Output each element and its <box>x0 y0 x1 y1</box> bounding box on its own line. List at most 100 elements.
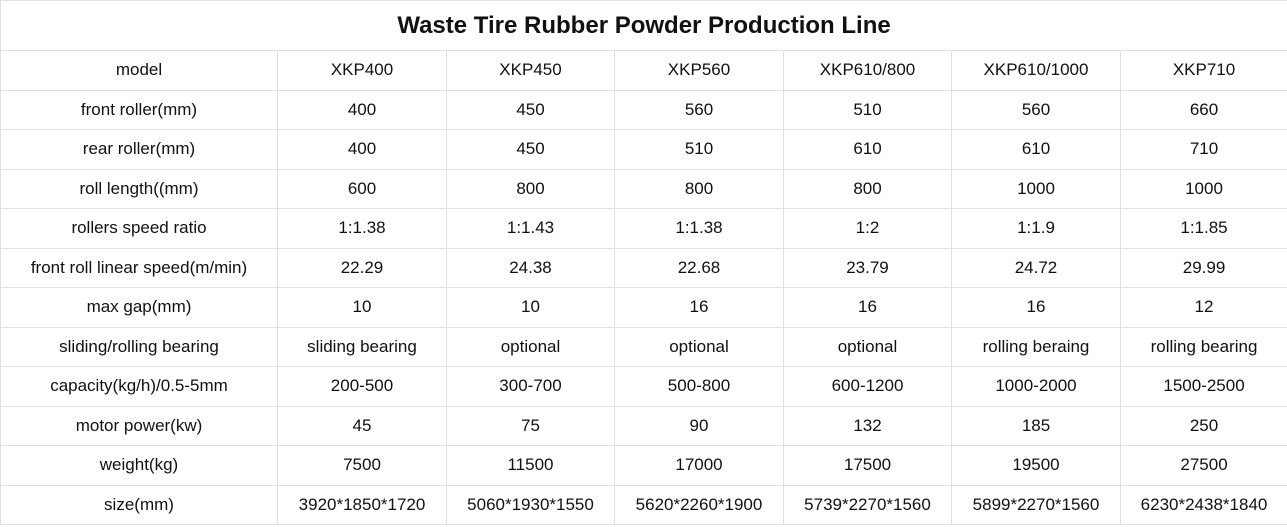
row-label: sliding/rolling bearing <box>0 326 278 367</box>
table-cell: 10 <box>277 287 447 328</box>
table-cell: 5060*1930*1550 <box>446 484 615 525</box>
table-cell: XKP610/800 <box>783 50 952 91</box>
table-cell: XKP400 <box>277 50 447 91</box>
table-cell: 10 <box>446 287 615 328</box>
table-cell: XKP610/1000 <box>951 50 1121 91</box>
row-label: capacity(kg/h)/0.5-5mm <box>0 366 278 407</box>
table-cell: 27500 <box>1119 445 1287 486</box>
table-cell: 11500 <box>446 445 615 486</box>
table-cell: 132 <box>783 405 952 446</box>
table-row: capacity(kg/h)/0.5-5mm 200-500 300-700 500-… <box>0 366 1287 407</box>
table-cell: sliding bearing <box>277 326 447 367</box>
row-label: weight(kg) <box>0 445 278 486</box>
table-cell: 24.38 <box>446 247 615 288</box>
table-row: motor power(kw) 45 75 90 132 185 250 <box>0 405 1287 446</box>
table-cell: 6230*2438*1840 <box>1119 484 1287 525</box>
table-cell: 5739*2270*1560 <box>783 484 952 525</box>
table-row: size(mm) 3920*1850*1720 5060*1930*1550 5620… <box>0 484 1287 525</box>
table-cell: 75 <box>446 405 615 446</box>
table-row: roll length((mm) 600 800 800 800 1000 1000 <box>0 168 1287 209</box>
table-cell: 250 <box>1119 405 1287 446</box>
table-title: Waste Tire Rubber Powder Production Line <box>0 0 1287 51</box>
table-cell: 16 <box>951 287 1121 328</box>
table-cell: 19500 <box>951 445 1121 486</box>
table-row: weight(kg) 7500 11500 17000 17500 19500 27500 <box>0 445 1287 486</box>
row-label: roll length((mm) <box>0 168 278 209</box>
table-cell: 510 <box>614 129 784 170</box>
table-cell: XKP450 <box>446 50 615 91</box>
row-label: motor power(kw) <box>0 405 278 446</box>
table-cell: 22.68 <box>614 247 784 288</box>
table-cell: 710 <box>1119 129 1287 170</box>
table-cell: optional <box>614 326 784 367</box>
table-cell: 560 <box>951 89 1121 130</box>
table-cell: rolling beraing <box>951 326 1121 367</box>
table-cell: 1500-2500 <box>1119 366 1287 407</box>
table-cell: 24.72 <box>951 247 1121 288</box>
row-label: rollers speed ratio <box>0 208 278 249</box>
table-cell: 3920*1850*1720 <box>277 484 447 525</box>
table-cell: 5899*2270*1560 <box>951 484 1121 525</box>
table-cell: 1:1.38 <box>277 208 447 249</box>
table-cell: 5620*2260*1900 <box>614 484 784 525</box>
table-cell: optional <box>446 326 615 367</box>
table-cell: XKP560 <box>614 50 784 91</box>
table-row: front roller(mm) 400 450 560 510 560 660 <box>0 89 1287 130</box>
table-cell: 200-500 <box>277 366 447 407</box>
header-row: model XKP400 XKP450 XKP560 XKP610/800 XKP610/… <box>0 50 1287 91</box>
table-cell: 1000 <box>951 168 1121 209</box>
table-cell: 45 <box>277 405 447 446</box>
table-cell: rolling bearing <box>1119 326 1287 367</box>
table-cell: 300-700 <box>446 366 615 407</box>
table-cell: 800 <box>614 168 784 209</box>
table-cell: 1:1.38 <box>614 208 784 249</box>
table-cell: 1000-2000 <box>951 366 1121 407</box>
table-cell: 17500 <box>783 445 952 486</box>
table-cell: 600 <box>277 168 447 209</box>
table-cell: 450 <box>446 89 615 130</box>
table-row: rollers speed ratio 1:1.38 1:1.43 1:1.38 1:2… <box>0 208 1287 249</box>
table-cell: XKP710 <box>1119 50 1287 91</box>
table-cell: 185 <box>951 405 1121 446</box>
table-cell: 17000 <box>614 445 784 486</box>
table-row: front roll linear speed(m/min) 22.29 24.38… <box>0 247 1287 288</box>
table-cell: 800 <box>783 168 952 209</box>
table-cell: 610 <box>951 129 1121 170</box>
table-cell: 500-800 <box>614 366 784 407</box>
table-cell: 510 <box>783 89 952 130</box>
table-cell: 16 <box>783 287 952 328</box>
table-row: max gap(mm) 10 10 16 16 16 12 <box>0 287 1287 328</box>
table-cell: 16 <box>614 287 784 328</box>
table-cell: 90 <box>614 405 784 446</box>
row-label: front roll linear speed(m/min) <box>0 247 278 288</box>
table-cell: 560 <box>614 89 784 130</box>
table-cell: 400 <box>277 89 447 130</box>
table-cell: 600-1200 <box>783 366 952 407</box>
table-cell: 7500 <box>277 445 447 486</box>
table-cell: 610 <box>783 129 952 170</box>
table-cell: 1:2 <box>783 208 952 249</box>
title-row: Waste Tire Rubber Powder Production Line <box>0 0 1287 51</box>
table-cell: 1:1.9 <box>951 208 1121 249</box>
table-cell: 1000 <box>1119 168 1287 209</box>
table-cell: 450 <box>446 129 615 170</box>
table-cell: 800 <box>446 168 615 209</box>
table-row: rear roller(mm) 400 450 510 610 610 710 <box>0 129 1287 170</box>
row-label: rear roller(mm) <box>0 129 278 170</box>
row-label: max gap(mm) <box>0 287 278 328</box>
table-cell: optional <box>783 326 952 367</box>
table-cell: 23.79 <box>783 247 952 288</box>
table-cell: 400 <box>277 129 447 170</box>
row-label: size(mm) <box>0 484 278 525</box>
table-cell: 22.29 <box>277 247 447 288</box>
row-label: front roller(mm) <box>0 89 278 130</box>
row-label: model <box>0 50 278 91</box>
table-cell: 660 <box>1119 89 1287 130</box>
table-cell: 1:1.85 <box>1119 208 1287 249</box>
table-cell: 1:1.43 <box>446 208 615 249</box>
table-row: sliding/rolling bearing sliding bearing op… <box>0 326 1287 367</box>
table-cell: 12 <box>1119 287 1287 328</box>
